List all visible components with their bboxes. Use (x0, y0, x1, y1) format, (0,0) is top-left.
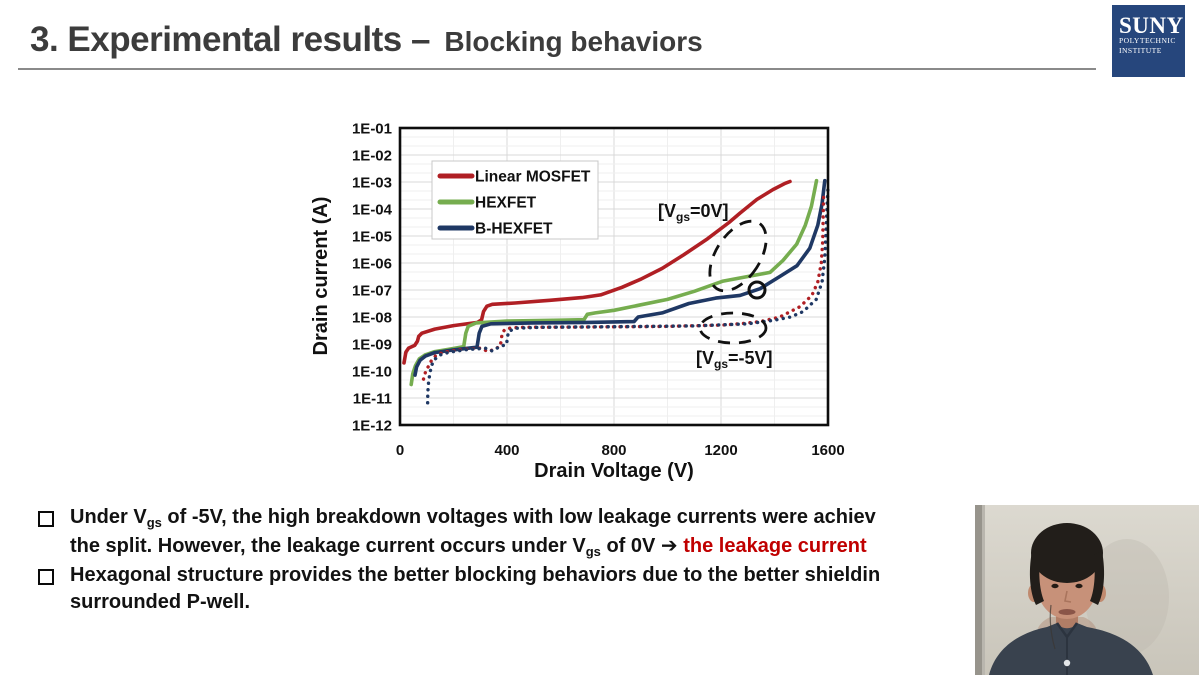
y-tick-label: 1E-06 (352, 256, 392, 273)
y-tick-label: 1E-09 (352, 337, 392, 354)
x-tick-label: 0 (396, 442, 404, 459)
nose (1064, 590, 1072, 603)
bullet-text-line: Hexagonal structure provides the better … (70, 563, 881, 586)
logo-line1: SUNY (1119, 13, 1184, 38)
legend-label-hexfet: HEXFET (475, 195, 537, 212)
plot-area-border (398, 126, 830, 427)
bullet-text-line: surrounded P-well. (70, 591, 251, 614)
bullet-item-1: Under Vgs of -5V, the high breakdown vol… (36, 504, 1199, 562)
bullet-list: Under Vgs of -5V, the high breakdown vol… (36, 504, 1199, 617)
dashed-ellipse-vgs0 (708, 219, 768, 293)
y-tick-label: 1E-03 (352, 175, 392, 192)
y-tick-label: 1E-08 (352, 310, 392, 327)
bullet-text: Hexagonal structure provides the better … (70, 562, 880, 617)
bullet-text-line: the split. However, the leakage current … (70, 533, 867, 560)
shirt (989, 623, 1153, 675)
bullet-item-2: Hexagonal structure provides the better … (36, 562, 1199, 617)
bullet-square-icon (38, 511, 54, 527)
shirt-button (1063, 659, 1071, 667)
y-tick-label: 1E-12 (352, 418, 392, 435)
series-b-hexfet-vgs0v (413, 178, 827, 377)
bullet-square-icon (38, 568, 54, 585)
eye-right (1075, 583, 1083, 589)
y-tick-label: 1E-11 (353, 391, 392, 408)
wall-shadow (1085, 539, 1169, 655)
eye-left (1051, 583, 1059, 589)
page-title-main: 3. Experimental results – (30, 20, 430, 59)
bullet-text-line: Under Vgs of -5V, the high breakdown vol… (70, 506, 876, 530)
earphone-cord (1049, 604, 1056, 650)
dashed-ellipse-vgs-5 (698, 311, 768, 345)
wall-edge (975, 505, 982, 675)
page-title: 3. Experimental results – Blocking behav… (30, 20, 703, 60)
circle-marker-vgs0 (747, 280, 767, 300)
chart-legend: Linear MOSFET HEXFET B-HEXFET (431, 160, 599, 240)
y-axis-title: Drain current (A) (310, 197, 332, 356)
annotation-vgs-0v: [Vgs=0V] (658, 201, 729, 224)
y-tick-label: 1E-07 (352, 283, 392, 300)
x-tick-label: 400 (494, 442, 519, 459)
y-tick-label: 1E-10 (352, 364, 392, 381)
title-divider (18, 68, 1096, 70)
logo-line3: INSTITUTE (1119, 45, 1162, 55)
presenter (989, 523, 1153, 675)
x-tick-label: 1600 (811, 442, 844, 459)
y-tick-label: 1E-04 (352, 202, 393, 219)
x-tick-label: 1200 (704, 442, 737, 459)
legend-label-linear-mosfet: Linear MOSFET (475, 169, 591, 186)
webcam-overlay (975, 505, 1199, 675)
placket (1066, 637, 1068, 675)
hair (1031, 523, 1103, 583)
suny-logo: SUNY POLYTECHNIC INSTITUTE (1112, 5, 1185, 77)
mouth (1058, 609, 1076, 615)
bullet-text: Under Vgs of -5V, the high breakdown vol… (70, 504, 876, 562)
logo-line2: POLYTECHNIC (1119, 36, 1176, 45)
x-axis-title: Drain Voltage (V) (534, 460, 694, 482)
y-tick-label: 1E-02 (352, 148, 392, 165)
right-arrow-icon: ➔ (660, 533, 678, 558)
chart-annotations: [Vgs=0V] [Vgs=-5V] (658, 201, 773, 371)
y-tick-label: 1E-01 (352, 121, 392, 138)
chart-axis-ticks: 1E-01 1E-02 1E-03 1E-04 1E-05 1E-06 1E-07 1E-08… (352, 121, 845, 460)
series-linear-mosfet-vgs0v (402, 179, 792, 365)
annotation-vgs-minus5v: [Vgs=-5V] (696, 348, 773, 371)
x-tick-label: 800 (601, 442, 626, 459)
page-title-sub: Blocking behaviors (444, 26, 703, 57)
series-b-hexfet-vgs-5v (425, 185, 830, 408)
chart-series (402, 178, 830, 408)
y-tick-label: 1E-05 (352, 229, 392, 246)
legend-label-b-hexfet: B-HEXFET (475, 221, 553, 238)
